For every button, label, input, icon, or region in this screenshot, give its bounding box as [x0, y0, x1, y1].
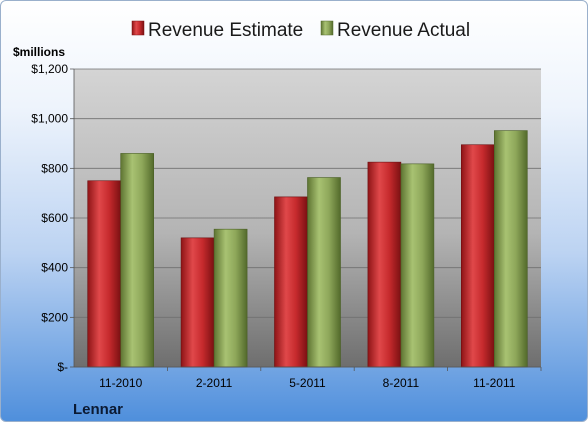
bar-revenue-estimate	[87, 180, 121, 368]
bar-revenue-actual	[400, 163, 435, 368]
legend: Revenue Estimate Revenue Actual	[131, 20, 470, 41]
y-tick-label: $1,000	[31, 112, 68, 126]
y-tick-label: $-	[57, 360, 68, 374]
y-axis-unit-label: $millions	[13, 45, 65, 59]
x-axis-ticks: 11-2010 2-2011 5-2011 8-2011 11-2011	[74, 366, 542, 390]
x-tick-label: 2-2011	[196, 376, 233, 390]
y-tick-label: $200	[41, 310, 68, 324]
x-tick-label: 11-2010	[99, 376, 142, 390]
legend-label-estimate: Revenue Estimate	[148, 20, 303, 41]
legend-swatch-estimate	[131, 20, 145, 36]
y-tick-label: $600	[41, 211, 68, 225]
x-tick-label: 5-2011	[289, 376, 326, 390]
y-axis-ticks: $- $200 $400 $600 $800 $1,000 $1,200	[31, 62, 75, 374]
y-tick-label: $1,200	[31, 62, 68, 76]
legend-label-actual: Revenue Actual	[337, 20, 470, 41]
bar-revenue-estimate	[460, 144, 495, 368]
y-tick-label: $800	[41, 161, 68, 175]
x-tick-label: 8-2011	[383, 376, 420, 390]
company-name: Lennar	[73, 401, 123, 418]
bar-revenue-estimate	[274, 196, 308, 368]
bar-revenue-estimate	[367, 161, 402, 368]
bar-revenue-actual	[307, 177, 341, 368]
legend-swatch-actual	[320, 20, 334, 36]
y-tick-label: $400	[41, 261, 68, 275]
bar-revenue-actual	[120, 153, 154, 368]
bar-revenue-actual	[493, 130, 528, 368]
x-tick-label: 11-2011	[473, 376, 516, 390]
bar-revenue-estimate	[180, 237, 215, 368]
bar-revenue-actual	[213, 228, 248, 368]
bars	[87, 130, 528, 368]
